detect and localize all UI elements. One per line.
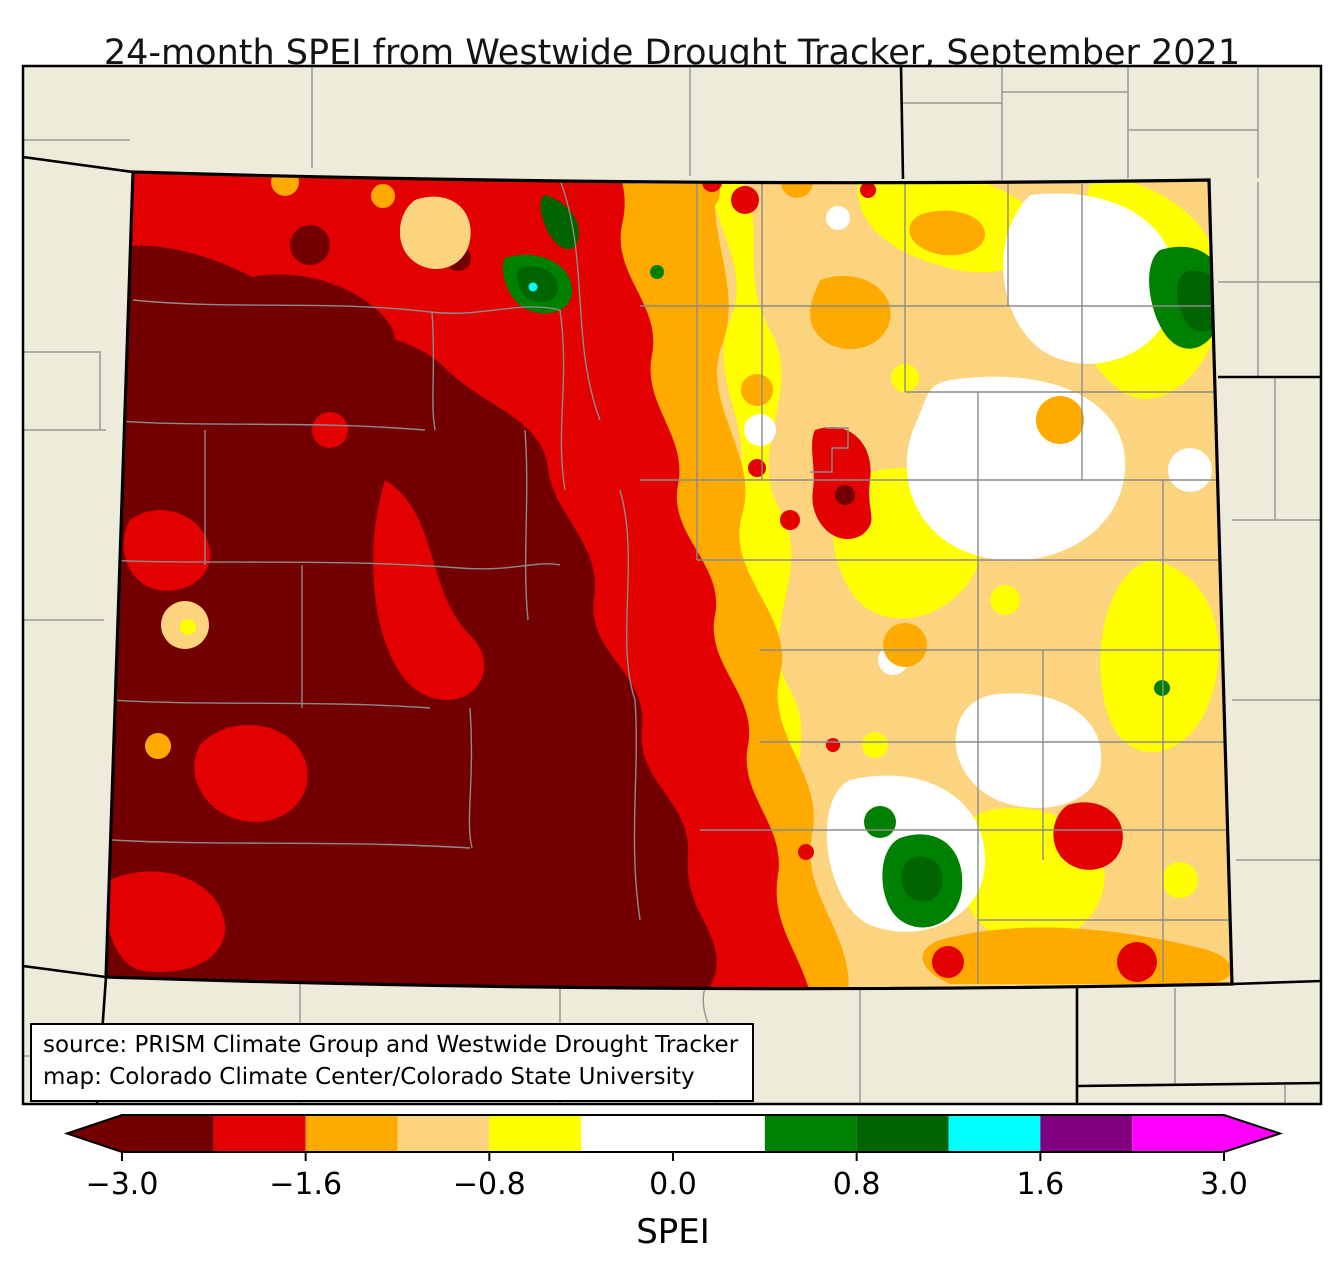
axes-frame — [21, 64, 1323, 1106]
colorbar-segment-1 — [213, 1115, 306, 1152]
colorbar-segment-4 — [489, 1115, 582, 1152]
map-credit-line: map: Colorado Climate Center/Colorado St… — [43, 1063, 695, 1090]
colorbar-tick-label: 1.6 — [1016, 1167, 1064, 1202]
colorbar: −3.0 −1.6 −0.8 0.0 0.8 1.6 3.0 — [63, 1114, 1284, 1202]
colorbar-tick-label: −3.0 — [86, 1167, 159, 1202]
colorbar-tick-label: −0.8 — [453, 1167, 526, 1202]
colorbar-segment-9 — [1040, 1115, 1133, 1152]
colorbar-tick-label: −1.6 — [269, 1167, 342, 1202]
colorado-state-border — [104, 170, 1234, 991]
colorbar-segment-0 — [122, 1115, 214, 1152]
colorbar-segment-7 — [856, 1115, 949, 1152]
colorbar-segment-2 — [305, 1115, 398, 1152]
colorbar-tick-label: 3.0 — [1200, 1167, 1248, 1202]
colorbar-right-arrow — [1224, 1115, 1280, 1152]
source-box: source: PRISM Climate Group and Westwide… — [30, 1023, 755, 1103]
colorado-county-lines — [106, 179, 1232, 984]
colorbar-segment-6 — [764, 1115, 857, 1152]
colorbar-tick-label: 0.8 — [833, 1167, 881, 1202]
colorbar-tick-label: 0.0 — [649, 1167, 697, 1202]
source-line: source: PRISM Climate Group and Westwide… — [43, 1032, 739, 1058]
spei-contour-fill — [106, 172, 1232, 989]
colorbar-segment-10 — [1132, 1115, 1224, 1152]
colorbar-axis-label: SPEI — [636, 1212, 710, 1252]
colorbar-left-arrow — [67, 1115, 122, 1152]
colorbar-segment-8 — [948, 1115, 1041, 1152]
denver-area-darkred-core — [835, 485, 855, 505]
colorbar-segment-3 — [397, 1115, 490, 1152]
colorbar-segment-5 — [581, 1115, 765, 1152]
